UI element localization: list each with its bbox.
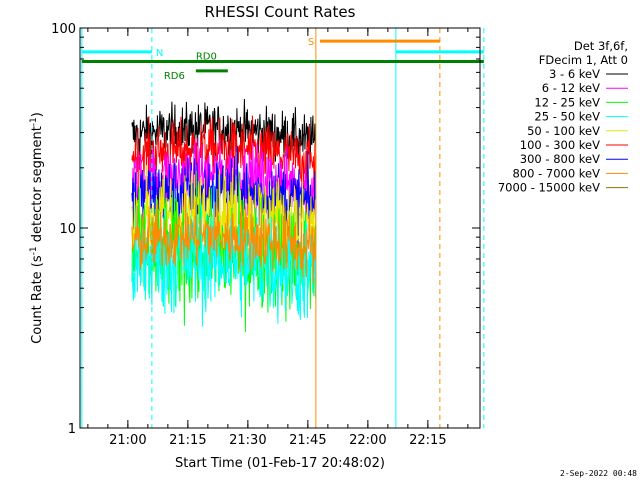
flag-label-rd6: RD6 — [164, 71, 185, 82]
y-axis-title: Count Rate (s-1 detector segment-1) — [29, 112, 45, 344]
flag-label-n: N — [156, 48, 163, 59]
y-axis-title-sup1: -1 — [29, 246, 39, 255]
legend-entry-label: 800 - 7000 keV — [512, 166, 600, 180]
legend-entry-label: 7000 - 15000 keV — [498, 181, 600, 195]
legend-entry-label: 100 - 300 keV — [520, 138, 600, 152]
legend-entry-label: 6 - 12 keV — [542, 81, 600, 95]
x-tick-label: 21:30 — [229, 433, 266, 448]
y-axis-title-end: ) — [30, 112, 45, 117]
y-axis-title-mid: detector segment — [30, 126, 45, 246]
series-line-7 — [131, 184, 317, 327]
x-tick-label: 21:45 — [289, 433, 326, 448]
legend-entry-label: 3 - 6 keV — [549, 67, 600, 81]
flag-bar-layer: N S RD0 RD6 — [81, 37, 484, 82]
legend-header-line-2: FDecim 1, Att 0 — [539, 53, 628, 67]
legend-entry-label: 25 - 50 keV — [534, 110, 600, 124]
series-line-8 — [131, 193, 317, 284]
series-layer — [131, 98, 317, 333]
y-axis-title-sup2: -1 — [29, 117, 39, 126]
series-line-2 — [131, 115, 317, 191]
legend-header-line-1: Det 3f,6f, — [574, 39, 628, 53]
legend-entry-label: 300 - 800 keV — [520, 152, 600, 166]
generation-timestamp: 2-Sep-2022 00:48 — [560, 469, 637, 478]
flag-label-s: S — [308, 37, 314, 48]
y-tick-label: 10 — [59, 222, 76, 237]
axis-layer: 21:00 21:15 21:30 21:45 22:00 22:15 1 10 100 — [51, 22, 480, 448]
y-tick-label: 1 — [68, 422, 76, 437]
x-tick-label: 22:15 — [409, 433, 446, 448]
x-tick-label: 21:15 — [169, 433, 206, 448]
y-axis-title-main: Count Rate (s — [30, 255, 45, 344]
legend-entry-label: 50 - 100 keV — [527, 124, 600, 138]
chart-title: RHESSI Count Rates — [205, 3, 356, 21]
x-axis-title: Start Time (01-Feb-17 20:48:02) — [175, 456, 385, 471]
y-tick-label: 100 — [51, 22, 76, 37]
x-tick-label: 21:00 — [109, 433, 146, 448]
flag-label-rd0: RD0 — [196, 51, 217, 62]
x-tick-label: 22:00 — [349, 433, 386, 448]
legend-entry-label: 12 - 25 keV — [534, 95, 600, 109]
